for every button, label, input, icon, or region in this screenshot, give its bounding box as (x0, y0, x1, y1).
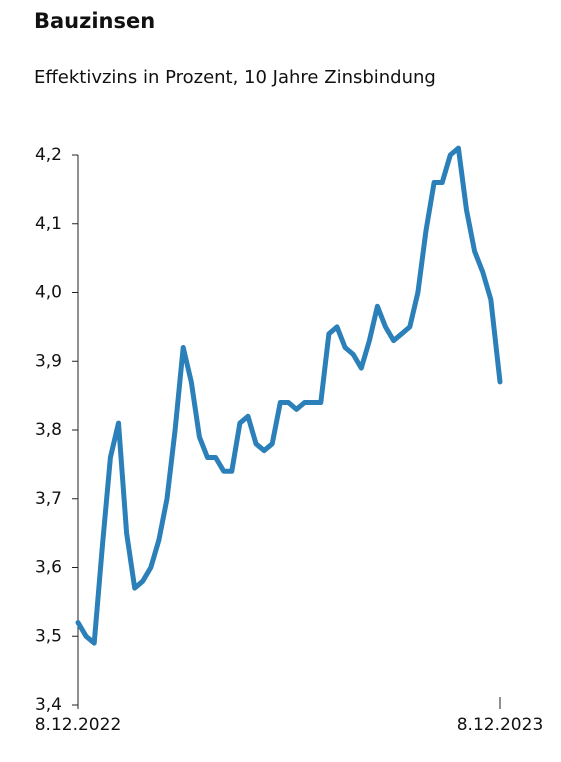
y-tick-label: 3,5 (35, 626, 62, 646)
y-tick-label: 3,7 (35, 489, 62, 509)
line (75, 145, 503, 646)
y-tick-label: 3,6 (35, 558, 62, 578)
x-tick-label: 8.12.2022 (35, 715, 122, 735)
x-tick-label: 8.12.2023 (457, 715, 544, 735)
y-tick-label: 3,9 (35, 351, 62, 371)
chart-subtitle: Effektivzins in Prozent, 10 Jahre Zinsbi… (34, 67, 436, 88)
y-tick-label: 3,4 (35, 695, 62, 715)
y-tick-label: 4,1 (35, 214, 62, 234)
y-tick-label: 3,8 (35, 420, 62, 440)
y-tick-label: 4,0 (35, 283, 62, 303)
chart-title: Bauzinsen (34, 9, 155, 33)
y-tick-label: 4,2 (35, 145, 62, 165)
